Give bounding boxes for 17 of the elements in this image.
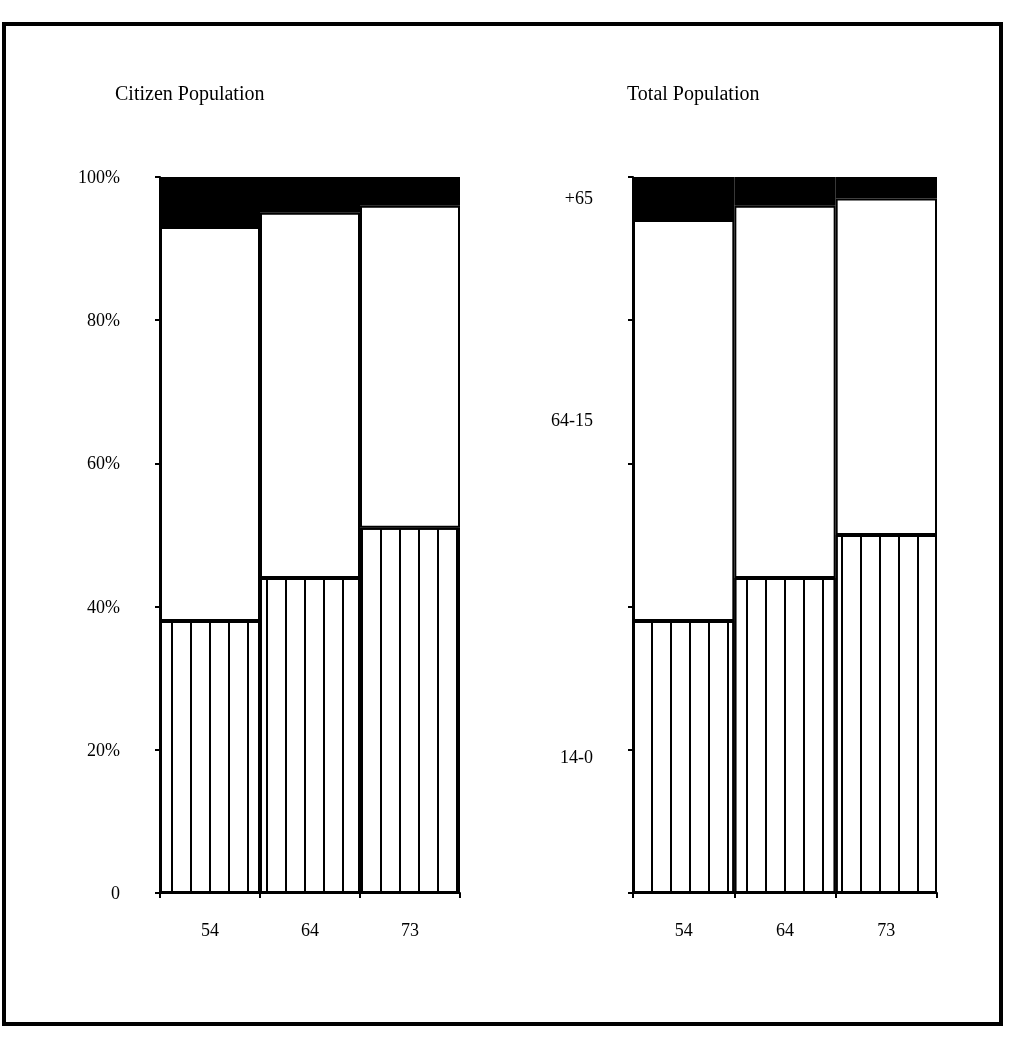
text: 64-15: [551, 410, 593, 431]
x-tick-label: 73: [401, 920, 419, 940]
x-tick-label: 54: [674, 920, 693, 940]
y-tick-label: 0: [111, 883, 120, 903]
x-tick-label: 64: [301, 920, 319, 940]
x-tick-label: 64: [776, 920, 794, 940]
chart-title: Citizen Population: [115, 82, 265, 105]
text: 14-0: [560, 746, 593, 767]
y-tick-label: 100%: [78, 167, 120, 187]
y-tick-label: 60%: [87, 453, 120, 474]
text: +65: [564, 188, 593, 209]
x-tick-label: 73: [877, 920, 896, 940]
chart-title: Total Population: [627, 82, 760, 105]
x-tick-label: 54: [201, 920, 219, 940]
y-tick-label: 40%: [87, 596, 120, 617]
y-tick-label: 80%: [87, 310, 120, 331]
y-tick-label: 20%: [87, 739, 120, 760]
